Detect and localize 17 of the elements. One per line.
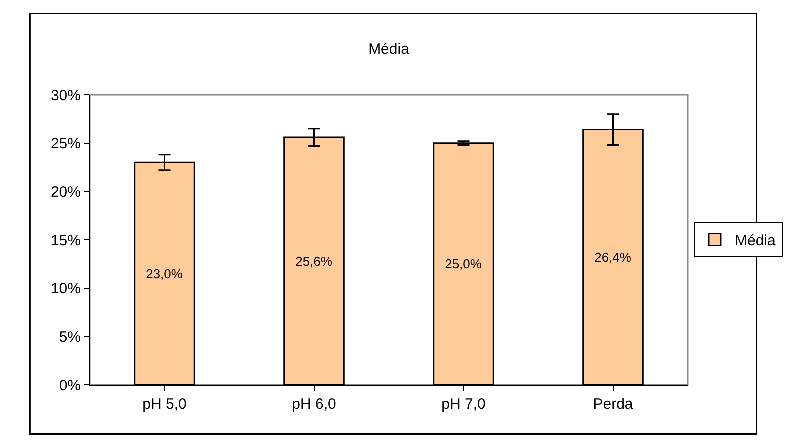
y-tick-label: 0%: [59, 377, 81, 394]
y-tick-label: 5%: [59, 328, 81, 346]
y-tick-label: 30%: [50, 87, 81, 104]
legend-label: Média: [734, 232, 776, 250]
data-label: 25,0%: [445, 256, 482, 272]
x-tick-label: pH 7,0: [442, 396, 486, 413]
x-tick-label: pH 6,0: [292, 396, 336, 413]
y-tick-label: 15%: [50, 232, 81, 250]
chart-title: Média: [368, 40, 410, 58]
data-label: 23,0%: [146, 266, 184, 282]
y-tick-label: 20%: [50, 184, 81, 201]
x-tick-label: Perda: [593, 396, 634, 413]
data-label: 26,4%: [594, 250, 632, 265]
y-tick-label: 10%: [50, 280, 81, 298]
x-tick-label: pH 5,0: [142, 396, 187, 413]
y-tick-label: 25%: [50, 136, 81, 153]
data-label: 25,6%: [296, 254, 333, 269]
